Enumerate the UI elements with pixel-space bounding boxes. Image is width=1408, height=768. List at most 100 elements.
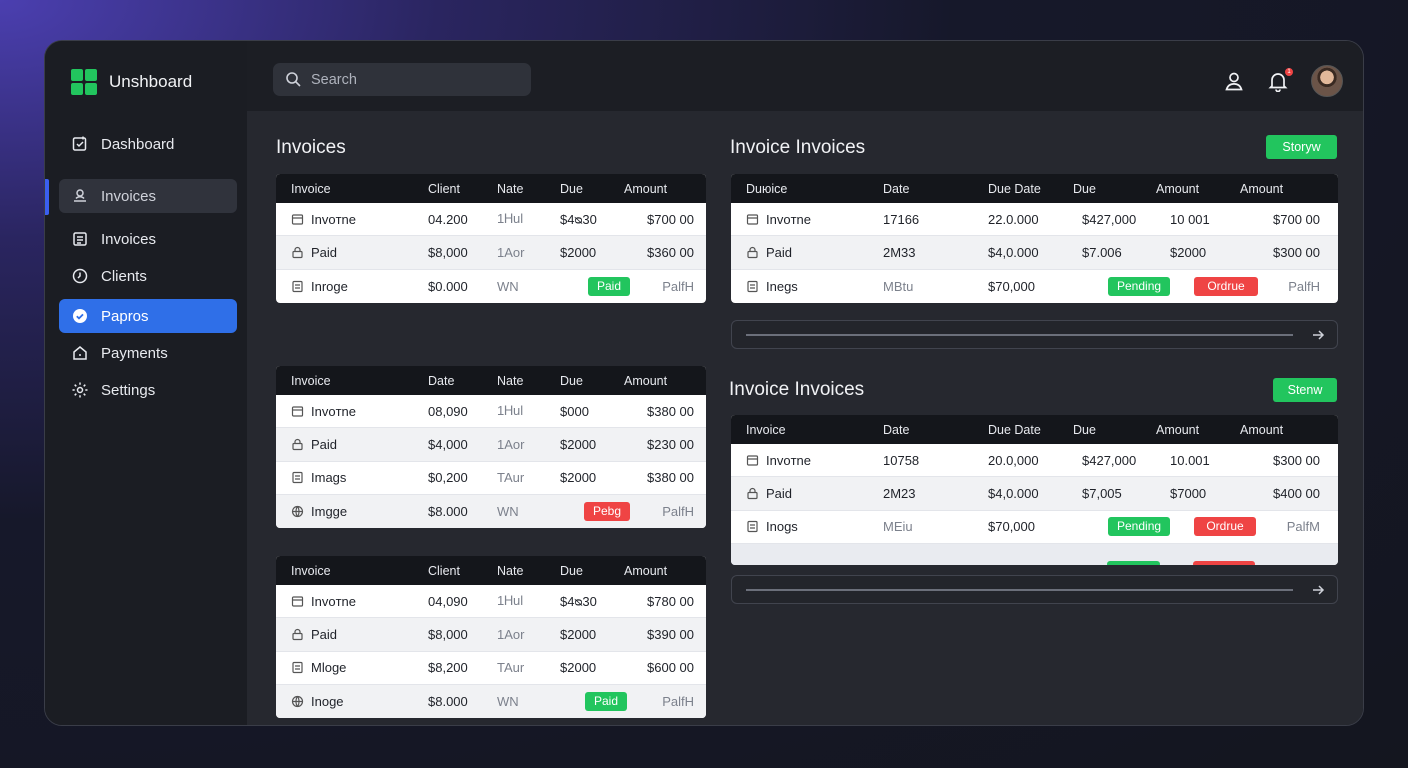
column-header[interactable]: Invoice bbox=[746, 422, 786, 437]
table-row[interactable]: Invoтne 08,090 1Ꮋul $000 $380 00 bbox=[276, 395, 706, 429]
row-cell: WN bbox=[497, 278, 519, 294]
row-amount: $360 00 bbox=[647, 244, 694, 260]
status-badge[interactable]: Ordrue bbox=[1194, 276, 1258, 296]
show-button[interactable]: Storуw bbox=[1266, 135, 1337, 159]
column-header[interactable]: Amount bbox=[1240, 422, 1284, 437]
brand[interactable]: Unshboard bbox=[71, 69, 192, 95]
column-header[interactable]: Date bbox=[883, 422, 910, 437]
table-row[interactable]: Paid 2M23 $4,0.000 $7,005 $7000 $400 00 bbox=[731, 477, 1338, 511]
search-box[interactable] bbox=[273, 63, 531, 96]
sidebar-item-label: Settings bbox=[101, 381, 156, 399]
active-marker bbox=[45, 179, 49, 215]
table-row[interactable]: Paid $4,000 1Aor $2000 $230 00 bbox=[276, 428, 706, 462]
row-cell: 1Ꮋul bbox=[497, 211, 524, 227]
table-row[interactable]: Invoтne 17166 22.0.000 $427,000 10 001 $… bbox=[731, 203, 1338, 237]
arrow-right-icon[interactable] bbox=[1311, 328, 1325, 342]
table-row[interactable]: Paid $8,000 1Aor $2000 $360 00 bbox=[276, 236, 706, 270]
table-row[interactable]: Invoтne 04.200 1Ꮋul $4ᴓ30 $700 00 bbox=[276, 203, 706, 237]
sidebar-item-clients[interactable]: Clients bbox=[59, 259, 237, 293]
status-badge[interactable]: Ordrue bbox=[1194, 517, 1256, 537]
table-row[interactable]: Imgge $8.000 WN Pebg PalfH bbox=[276, 494, 706, 529]
lock-icon bbox=[292, 246, 303, 259]
column-header[interactable]: Due Date bbox=[988, 181, 1041, 196]
sidebar-item-dashboard[interactable]: Dashboard bbox=[59, 127, 237, 161]
row-cell: 1Aor bbox=[497, 244, 525, 260]
column-header[interactable]: Amount bbox=[1156, 422, 1200, 437]
sidebar-item-papros[interactable]: Papros bbox=[59, 299, 237, 333]
row-cell: 10758 bbox=[883, 452, 920, 468]
column-header[interactable]: Nate bbox=[497, 373, 524, 388]
column-header[interactable]: Due bbox=[560, 373, 583, 388]
row-name: Imags bbox=[276, 470, 428, 485]
sidebar-item-invoices[interactable]: Invoices bbox=[45, 179, 237, 215]
row-name: Imgge bbox=[276, 504, 428, 519]
column-header[interactable]: Amount bbox=[1156, 181, 1200, 196]
home-icon bbox=[73, 346, 87, 360]
row-cell: $4,0.000 bbox=[988, 244, 1039, 260]
horizontal-scrollbar[interactable] bbox=[731, 320, 1338, 349]
column-header[interactable]: Client bbox=[428, 181, 460, 196]
sidebar-item-label: Invoices bbox=[101, 187, 157, 205]
row-name: Mloge bbox=[276, 660, 428, 675]
status-cell: Pending bbox=[1108, 276, 1194, 296]
column-header[interactable]: Amount bbox=[624, 373, 668, 388]
column-header[interactable]: Due bbox=[560, 181, 583, 196]
status-badge[interactable]: Paid bbox=[585, 692, 628, 712]
table-row[interactable]: Paid 2M33 $4,0.000 $7.006 $2000 $300 00 bbox=[731, 236, 1338, 270]
table-row[interactable]: Paid $8,000 1Aor $2000 $390 00 bbox=[276, 618, 706, 652]
table-row[interactable]: Mloge $8,200 TAur $2000 $600 00 bbox=[276, 652, 706, 685]
lock-icon bbox=[747, 487, 758, 500]
row-amount: $300 00 bbox=[1273, 244, 1320, 260]
column-header[interactable]: Nate bbox=[497, 181, 524, 196]
table-row[interactable]: Invoтne 10758 20.0,000 $427,000 10.001 $… bbox=[731, 444, 1338, 478]
lock-icon bbox=[292, 628, 303, 641]
table-row[interactable]: Inogs MEiu $70,000 Pending Ordrue PalfM bbox=[731, 511, 1338, 544]
arrow-right-icon[interactable] bbox=[1311, 583, 1325, 597]
column-header[interactable]: Duюice bbox=[746, 181, 788, 196]
column-header[interactable]: Invoice bbox=[291, 181, 331, 196]
column-header[interactable]: Invoice bbox=[291, 373, 331, 388]
horizontal-scrollbar[interactable] bbox=[731, 575, 1338, 604]
status-badge[interactable]: Paid bbox=[588, 276, 631, 296]
table-row[interactable]: Inegs MBtu $70,000 Pending Ordrue PalfH bbox=[731, 270, 1338, 303]
row-cell: 04.200 bbox=[428, 211, 468, 227]
status-badge[interactable]: Pebg bbox=[584, 502, 631, 522]
column-header[interactable]: Due bbox=[560, 563, 583, 578]
row-name: Inogs bbox=[731, 519, 883, 534]
table-row[interactable]: Inrogе $0.000 WN Paid PalfH bbox=[276, 270, 706, 303]
user-profile-icon[interactable] bbox=[1223, 70, 1245, 92]
status-badge[interactable]: Pending bbox=[1108, 517, 1171, 537]
sidebar-item-invoices-list[interactable]: Invoices bbox=[59, 222, 237, 256]
row-name: Inoge bbox=[276, 694, 428, 709]
row-name: Inegs bbox=[731, 279, 883, 294]
row-cell: 1Aor bbox=[497, 626, 525, 642]
column-header[interactable]: Amount bbox=[624, 181, 668, 196]
row-cell: $2000 bbox=[1170, 244, 1207, 260]
status-badge[interactable]: Pending bbox=[1108, 276, 1171, 296]
column-header[interactable]: Amount bbox=[624, 563, 668, 578]
column-header[interactable]: Client bbox=[428, 563, 460, 578]
column-header[interactable]: Due bbox=[1073, 422, 1096, 437]
column-header[interactable]: Invoice bbox=[291, 563, 331, 578]
search-input[interactable] bbox=[311, 71, 511, 88]
table-row[interactable]: Invoтne 04,090 1Ꮋul $4ᴓ30 $780 00 bbox=[276, 585, 706, 619]
table-row-clipped bbox=[731, 543, 1338, 565]
column-header[interactable]: Amount bbox=[1240, 181, 1284, 196]
column-header[interactable]: Date bbox=[428, 373, 455, 388]
sidebar-item-settings[interactable]: Settings bbox=[59, 373, 237, 407]
scrollbar-track[interactable] bbox=[746, 334, 1293, 336]
column-header[interactable]: Nate bbox=[497, 563, 524, 578]
notification-bell-icon[interactable]: 1 bbox=[1267, 67, 1294, 93]
show-button[interactable]: Stenw bbox=[1273, 378, 1337, 402]
row-amount: $600 00 bbox=[647, 660, 694, 676]
row-cell: 20.0,000 bbox=[988, 452, 1039, 468]
table-row[interactable]: Inoge $8.000 WN Paid PalfH bbox=[276, 684, 706, 719]
column-header[interactable]: Due bbox=[1073, 181, 1096, 196]
scrollbar-track[interactable] bbox=[746, 589, 1293, 591]
column-header[interactable]: Date bbox=[883, 181, 910, 196]
table-row[interactable]: Imags $0,200 TAur $2000 $380 00 bbox=[276, 462, 706, 495]
sidebar-item-payments[interactable]: Payments bbox=[59, 336, 237, 370]
table-header: Duюice Date Due Date Due Amount Amount bbox=[731, 174, 1338, 203]
avatar[interactable] bbox=[1311, 65, 1343, 97]
column-header[interactable]: Due Date bbox=[988, 422, 1041, 437]
